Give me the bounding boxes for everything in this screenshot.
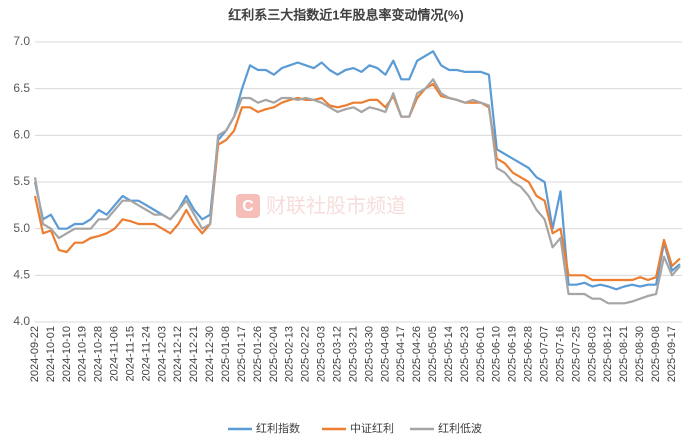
x-tick-label: 2024-12-03 <box>156 326 168 382</box>
x-tick-label: 2025-04-08 <box>379 326 391 382</box>
y-tick-label: 4.5 <box>13 268 30 282</box>
x-tick-label: 2025-09-08 <box>650 326 662 382</box>
watermark-text: 财联社股市频道 <box>266 194 406 217</box>
x-tick-label: 2025-05-05 <box>427 326 439 382</box>
x-tick-label: 2024-11-06 <box>109 326 121 381</box>
y-tick-label: 5.5 <box>13 174 30 188</box>
x-tick-label: 2024-11-15 <box>124 326 136 381</box>
x-tick-label: 2025-03-21 <box>347 326 359 382</box>
x-tick-label: 2025-01-08 <box>220 326 232 382</box>
series-line <box>33 78 681 305</box>
legend-label: 红利低波 <box>438 422 482 435</box>
x-tick-label: 2024-10-19 <box>77 326 89 382</box>
legend-label: 中证红利 <box>350 422 394 435</box>
x-tick-label: 2025-01-26 <box>252 326 264 382</box>
x-tick-label: 2025-04-26 <box>411 326 423 382</box>
x-tick-label: 2025-01-17 <box>236 326 248 382</box>
x-tick-label: 2024-10-10 <box>61 326 73 382</box>
x-tick-label: 2025-02-04 <box>268 326 280 382</box>
x-tick-label: 2024-12-12 <box>172 326 184 382</box>
x-tick-label: 2024-10-28 <box>93 326 105 382</box>
legend-label: 红利指数 <box>256 421 300 435</box>
x-tick-label: 2025-07-16 <box>554 326 566 382</box>
series-line <box>33 50 681 291</box>
x-tick-label: 2025-08-03 <box>586 326 598 382</box>
x-tick-label: 2024-11-24 <box>140 326 152 381</box>
watermark-icon <box>236 194 260 218</box>
x-tick-label: 2024-12-21 <box>188 326 200 382</box>
x-tick-label: 2025-08-21 <box>618 326 630 382</box>
x-tick-label: 2025-06-01 <box>475 326 487 382</box>
x-tick-label: 2025-05-23 <box>459 326 471 382</box>
x-tick-label: 2025-06-10 <box>491 326 503 382</box>
x-tick-label: 2025-03-03 <box>316 326 328 382</box>
x-tick-label: 2025-09-17 <box>666 326 678 382</box>
x-tick-label: 2025-03-30 <box>363 326 375 382</box>
x-tick-label: 2024-12-30 <box>204 326 216 382</box>
x-tick-label: 2025-02-22 <box>300 326 312 382</box>
y-tick-label: 4.0 <box>13 314 30 328</box>
x-tick-label: 2024-10-01 <box>45 326 57 382</box>
x-tick-label: 2025-03-12 <box>331 326 343 382</box>
x-tick-label: 2025-07-07 <box>539 326 551 382</box>
x-tick-label: 2025-05-14 <box>443 326 455 382</box>
y-tick-label: 7.0 <box>13 34 30 48</box>
x-tick-label: 2025-06-19 <box>507 326 519 382</box>
x-axis: 2024-09-22 2024-10-01 2024-10-10 2024-10-19… <box>29 326 678 382</box>
x-tick-label: 2025-06-28 <box>523 326 535 382</box>
x-tick-label: 2025-08-12 <box>602 326 614 382</box>
plot <box>33 50 681 305</box>
y-tick-label: 6.0 <box>13 128 30 142</box>
x-tick-label: 2025-04-17 <box>395 326 407 382</box>
y-tick-label: 5.0 <box>13 221 30 235</box>
legend: 红利指数 中证红利 红利低波 <box>228 421 482 435</box>
y-tick-label: 6.5 <box>13 81 30 95</box>
x-tick-label: 2025-07-25 <box>570 326 582 382</box>
x-tick-label: 2025-02-13 <box>284 326 296 382</box>
x-tick-label: 2025-08-30 <box>634 326 646 382</box>
x-tick-label: 2024-09-22 <box>29 326 41 382</box>
watermark-icon-glyph: C <box>242 198 254 215</box>
chart-title: 红利系三大指数近1年股息率变动情况(%) <box>228 7 463 22</box>
watermark: C 财联社股市频道 <box>236 194 406 218</box>
series-line <box>33 82 681 282</box>
